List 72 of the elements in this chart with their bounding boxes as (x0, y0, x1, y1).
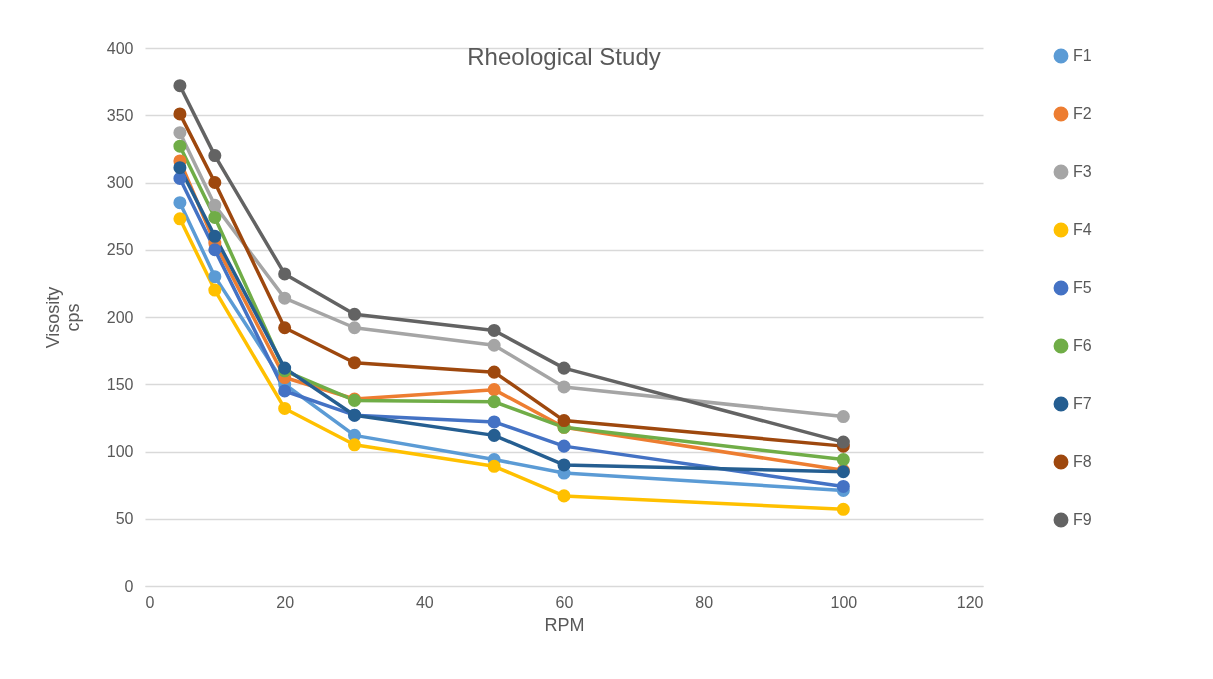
point (278, 401, 292, 415)
point (208, 175, 222, 190)
point (208, 229, 222, 243)
legend-label: F3 (1073, 163, 1092, 180)
point (208, 283, 222, 297)
x-tick-label: 60 (555, 593, 574, 611)
x-tick-label: 40 (415, 593, 434, 611)
x-tick-label: 0 (145, 593, 155, 611)
x-tick-label: 80 (695, 593, 714, 611)
point (278, 291, 292, 305)
point (173, 139, 187, 153)
point (487, 415, 501, 429)
point (208, 270, 222, 284)
point (487, 338, 501, 352)
point (557, 361, 571, 375)
legend-label: F1 (1073, 47, 1092, 64)
point (347, 321, 362, 335)
y-tick-label: 0 (124, 577, 134, 595)
point (487, 323, 501, 337)
point (278, 321, 292, 335)
point (173, 196, 187, 210)
legend-label: F4 (1073, 221, 1092, 238)
y-tick-label: 250 (106, 241, 134, 259)
point (208, 149, 222, 163)
x-tick-label: 100 (830, 593, 858, 611)
point (557, 458, 571, 472)
legend-label: F8 (1073, 453, 1092, 470)
point (836, 410, 850, 424)
point (487, 395, 501, 409)
point (278, 384, 292, 398)
point (347, 307, 362, 321)
point (487, 365, 501, 379)
point (836, 479, 850, 493)
point (173, 107, 187, 121)
point (836, 502, 850, 516)
point (208, 198, 222, 212)
y-tick-label: 50 (115, 510, 134, 528)
legend-label: F9 (1073, 511, 1092, 528)
point (173, 79, 187, 93)
legend-label: F5 (1073, 279, 1092, 296)
y-axis-title: Visosity cps (42, 286, 83, 349)
x-axis-title: RPM (544, 614, 585, 635)
y-tick-label: 300 (106, 174, 134, 191)
point (347, 356, 362, 370)
point (557, 414, 571, 428)
point (836, 453, 850, 467)
point (173, 171, 187, 185)
point (208, 210, 222, 224)
y-tick-label: 400 (106, 39, 134, 57)
x-tick-label: 120 (956, 593, 984, 611)
point (278, 267, 292, 281)
y-tick-label: 150 (106, 375, 134, 393)
point (487, 459, 501, 473)
point (173, 161, 187, 175)
legend-label: F6 (1073, 337, 1092, 354)
point (208, 243, 222, 257)
y-tick-label: 350 (106, 106, 134, 124)
point (173, 126, 187, 140)
point (347, 438, 362, 452)
point (557, 380, 571, 394)
point (557, 439, 571, 453)
legend-label: F7 (1073, 395, 1092, 412)
x-tick-label: 20 (276, 593, 295, 611)
point (173, 212, 187, 226)
point (487, 383, 501, 397)
point (557, 489, 571, 503)
legend-label: F2 (1073, 105, 1092, 122)
y-tick-label: 100 (106, 443, 134, 460)
y-tick-label: 200 (106, 308, 134, 326)
chart-title: Rheological Study (467, 43, 661, 70)
point (487, 428, 501, 442)
point (836, 435, 850, 449)
